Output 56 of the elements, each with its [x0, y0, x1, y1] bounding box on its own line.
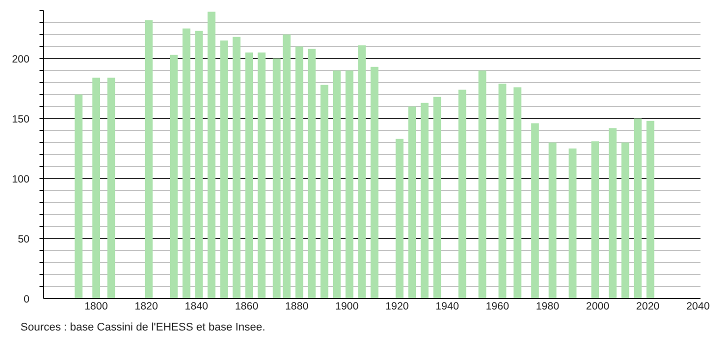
bar: [282, 34, 291, 298]
x-tick-label: 2040: [686, 300, 710, 312]
y-tick-label: 200: [12, 54, 30, 66]
bar: [308, 48, 316, 298]
bar: [346, 70, 354, 298]
source-note: Sources : base Cassini de l'EHESS et base Insee.: [20, 322, 266, 334]
x-tick-label: 1880: [285, 300, 309, 312]
x-tick-label: 1900: [335, 300, 359, 312]
bar: [208, 12, 216, 298]
x-tick-label: 1960: [486, 300, 510, 312]
bar: [74, 94, 82, 298]
y-tick-label: 0: [24, 294, 30, 306]
bar: [621, 142, 630, 298]
y-tick-label: 50: [18, 234, 30, 246]
bar: [458, 90, 466, 298]
bar: [232, 36, 240, 298]
bar: [478, 70, 486, 298]
x-tick-label: 1840: [184, 300, 208, 312]
bar: [245, 52, 254, 298]
bar: [144, 20, 153, 298]
bar: [220, 40, 228, 298]
bar: [646, 120, 654, 298]
x-tick-label: 1980: [536, 300, 560, 312]
bar: [195, 30, 203, 298]
bar: [634, 118, 642, 298]
x-tick-label: 1940: [436, 300, 460, 312]
bar: [608, 128, 617, 298]
x-tick-label: 2020: [636, 300, 660, 312]
bar: [170, 54, 178, 298]
bar: [320, 84, 328, 298]
bar: [396, 138, 404, 298]
bar: [514, 87, 522, 298]
bar: [420, 102, 429, 298]
x-tick-label: 1820: [134, 300, 158, 312]
bar: [531, 123, 539, 298]
bar: [433, 96, 442, 298]
bar: [408, 106, 416, 298]
x-tick-label: 1920: [385, 300, 409, 312]
bar: [92, 78, 100, 298]
bar: [498, 84, 506, 298]
bar: [568, 148, 576, 298]
y-tick-label: 150: [12, 114, 30, 126]
bar: [358, 45, 366, 298]
x-tick-label: 1860: [234, 300, 258, 312]
y-tick-label: 100: [12, 174, 30, 186]
bar: [548, 142, 556, 298]
bar: [258, 52, 266, 298]
bar: [295, 46, 304, 298]
bar: [182, 28, 190, 298]
x-tick-label: 1800: [84, 300, 108, 312]
bar: [333, 70, 341, 298]
bar: [272, 58, 281, 298]
bar: [591, 141, 600, 298]
bar: [370, 66, 378, 298]
bar: [107, 78, 116, 298]
x-tick-label: 2000: [586, 300, 610, 312]
